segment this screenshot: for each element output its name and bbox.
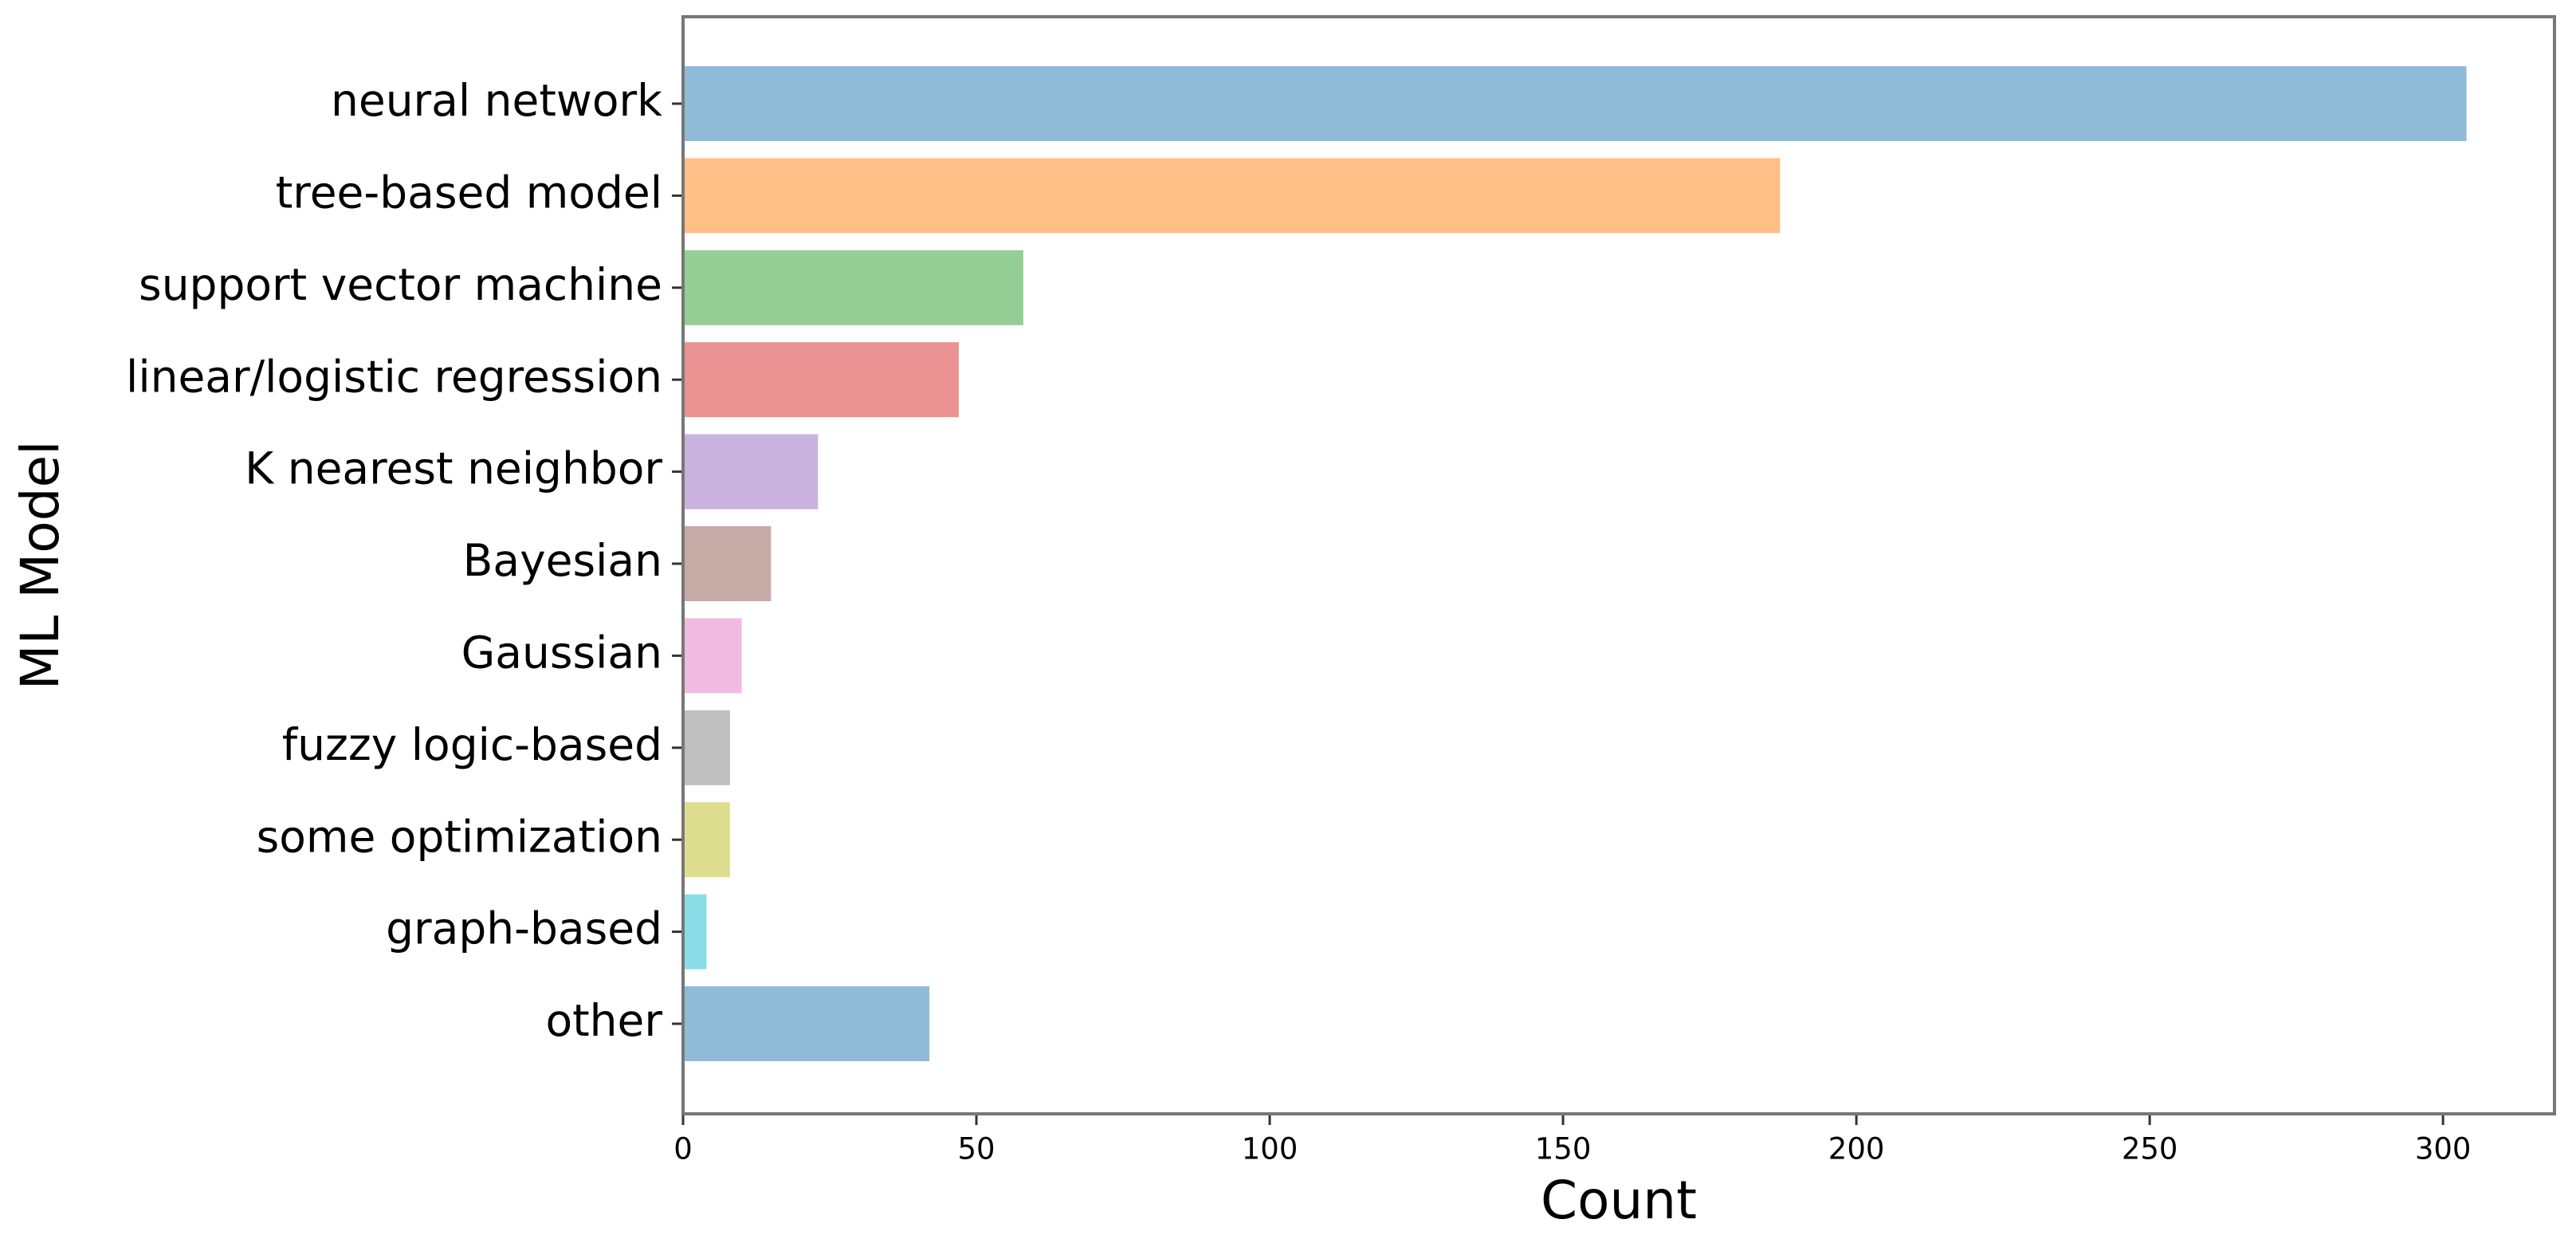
bar: [683, 618, 742, 694]
x-tick-label: 0: [673, 1132, 693, 1166]
y-tick-label: support vector machine: [139, 259, 662, 310]
y-tick-label: linear/logistic regression: [126, 351, 662, 402]
bar: [683, 434, 819, 509]
y-tick-label: Gaussian: [461, 627, 662, 679]
y-axis-label: ML Model: [10, 441, 71, 690]
y-tick-label: other: [545, 995, 662, 1046]
x-axis-label: Count: [1541, 1170, 1697, 1231]
y-tick-label: graph-based: [386, 903, 662, 954]
bar: [683, 710, 730, 785]
y-tick-label: some optimization: [257, 811, 662, 862]
bar: [683, 526, 772, 601]
bar: [683, 986, 930, 1061]
x-tick-label: 100: [1242, 1132, 1298, 1166]
bar: [683, 894, 707, 970]
y-tick-label: Bayesian: [463, 535, 662, 586]
x-tick-label: 200: [1828, 1132, 1885, 1166]
y-tick-label: tree-based model: [276, 167, 662, 218]
y-tick-label: fuzzy logic-based: [282, 719, 662, 770]
y-tick-label: neural network: [331, 75, 662, 126]
bar: [683, 250, 1023, 325]
x-tick-label: 250: [2122, 1132, 2178, 1166]
x-tick-label: 150: [1535, 1132, 1592, 1166]
y-tick-label: K nearest neighbor: [245, 443, 662, 494]
plot-frame: [681, 15, 2556, 1115]
bar: [683, 66, 2467, 141]
bar: [683, 802, 730, 878]
bar: [683, 342, 959, 418]
bar: [683, 158, 1781, 234]
x-tick-label: 300: [2415, 1132, 2472, 1166]
x-tick-label: 50: [957, 1132, 995, 1166]
